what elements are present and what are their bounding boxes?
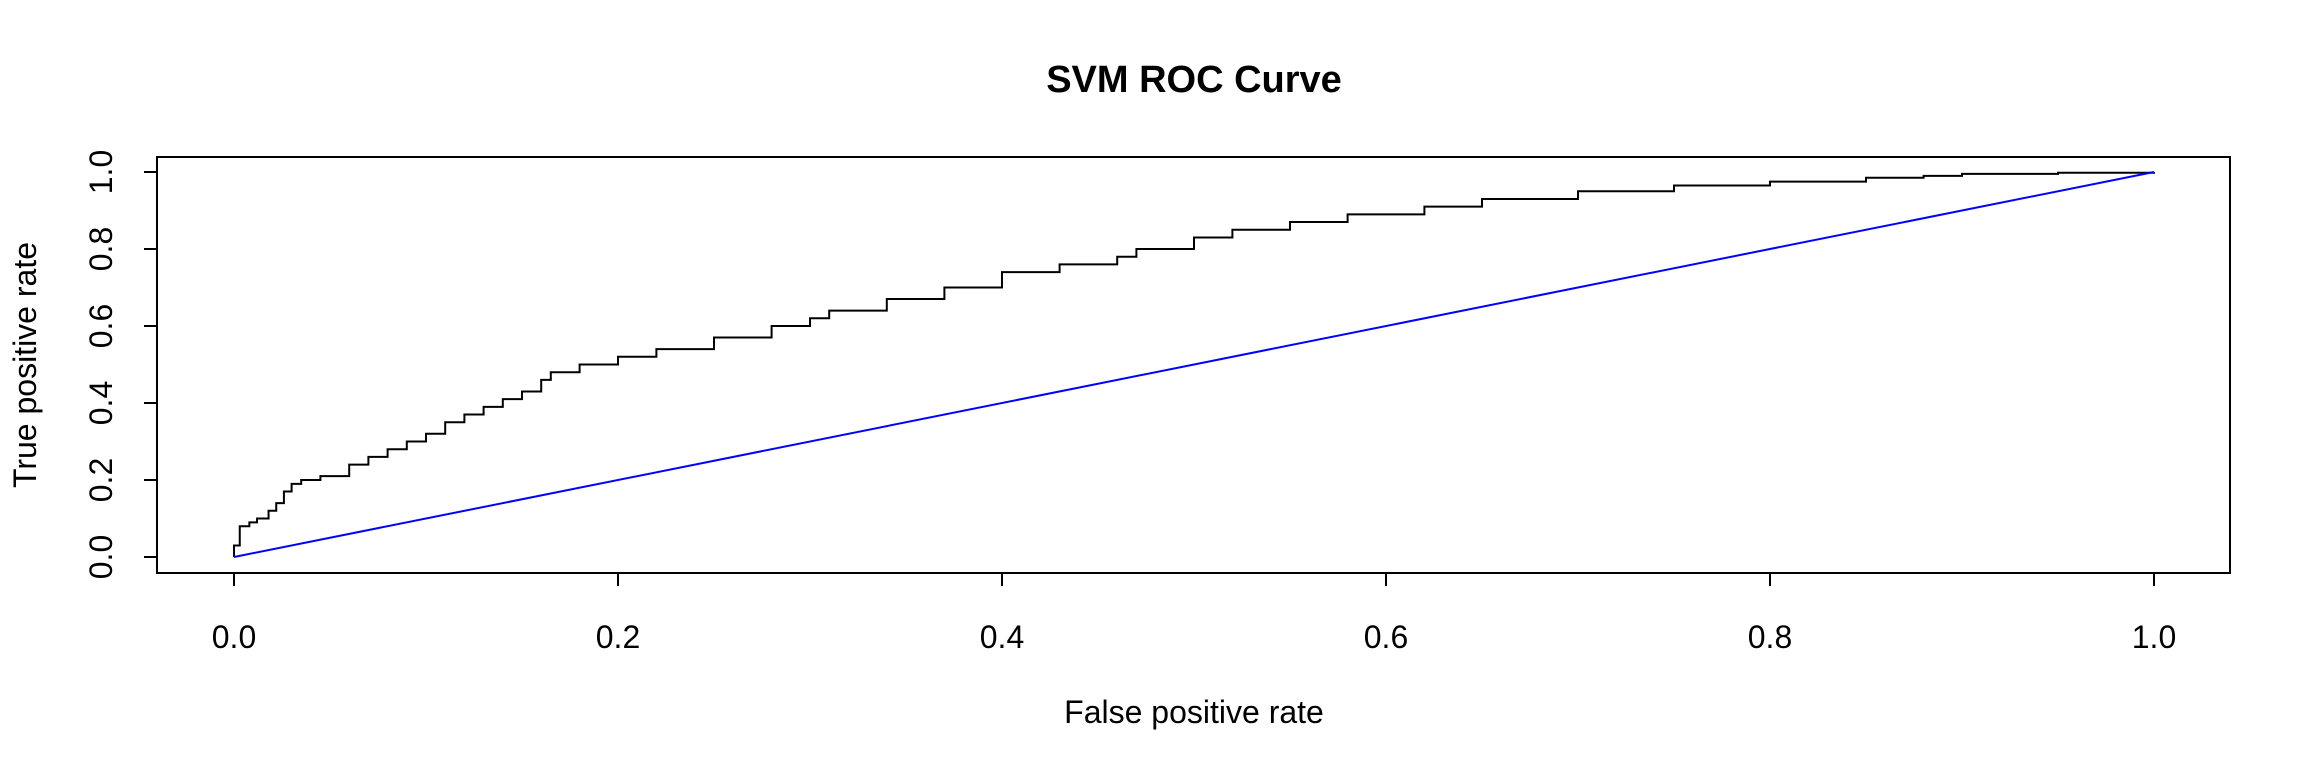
x-tick-label: 0.4	[980, 619, 1024, 655]
series-layer	[233, 171, 2155, 558]
y-axis-label: True positive rate	[7, 242, 43, 488]
y-tick-label: 0.4	[83, 381, 119, 425]
roc-curve-line	[233, 171, 2155, 557]
y-tick-label: 0.8	[83, 227, 119, 271]
y-tick-label: 1.0	[83, 150, 119, 194]
x-tick-label: 0.6	[1364, 619, 1408, 655]
x-tick-label: 0.8	[1748, 619, 1792, 655]
x-tick-label: 0.2	[596, 619, 640, 655]
x-tick-label: 1.0	[2132, 619, 2176, 655]
x-axis-label: False positive rate	[1064, 694, 1324, 730]
x-tick-label: 0.0	[212, 619, 256, 655]
y-tick-label: 0.0	[83, 535, 119, 579]
y-tick-label: 0.6	[83, 304, 119, 348]
x-axis: 0.0 0.2 0.4 0.6 0.8 1.0	[212, 572, 2176, 655]
chart-title: SVM ROC Curve	[1046, 59, 1342, 101]
y-tick-label: 0.2	[83, 458, 119, 502]
diagonal-reference-line	[233, 171, 2155, 558]
y-axis: 0.0 0.2 0.4 0.6 0.8 1.0	[83, 150, 158, 579]
